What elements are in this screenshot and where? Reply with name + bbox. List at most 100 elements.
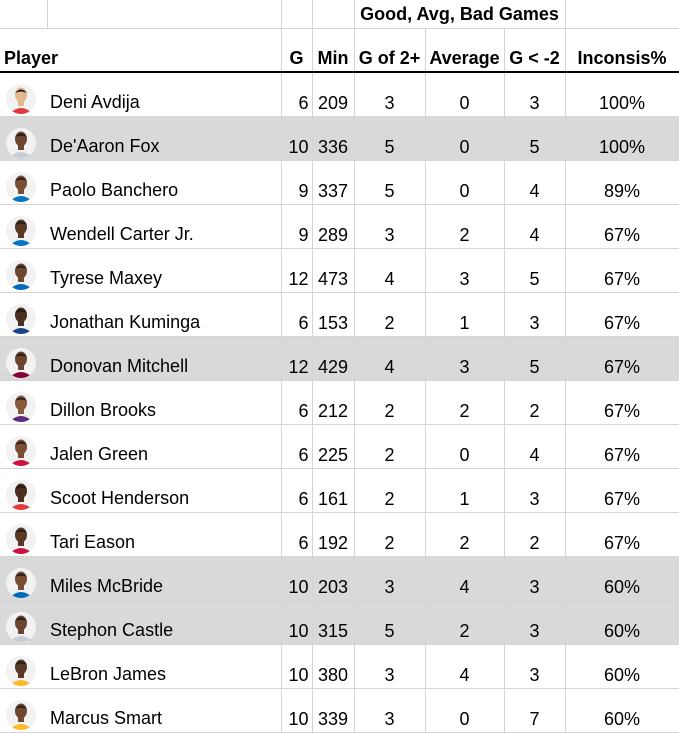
- average-games-cell: 2: [425, 204, 505, 249]
- player-headshot-icon: [6, 304, 36, 334]
- player-headshot-icon: [6, 436, 36, 466]
- inconsistency-pct-cell: 60%: [565, 644, 679, 689]
- bad-games-cell: 4: [504, 160, 566, 205]
- bad-games-cell: 5: [504, 336, 566, 381]
- player-cell: Paolo Banchero: [0, 160, 282, 205]
- bad-games-cell: 5: [504, 116, 566, 161]
- table-row: Wendell Carter Jr. 9 289 3 2 4 67%: [0, 204, 679, 249]
- inconsistency-pct-cell: 67%: [565, 204, 679, 249]
- minutes-cell: 289: [312, 204, 355, 249]
- average-games-cell: 3: [425, 248, 505, 293]
- inconsistency-pct-cell: 67%: [565, 468, 679, 513]
- player-headshot-icon: [6, 216, 36, 246]
- bad-games-cell: 3: [504, 600, 566, 645]
- good-games-cell: 2: [354, 380, 426, 425]
- table-row: Donovan Mitchell 12 429 4 3 5 67%: [0, 336, 679, 381]
- player-headshot-icon: [6, 656, 36, 686]
- player-headshot-icon: [6, 260, 36, 290]
- player-headshot-icon: [6, 348, 36, 378]
- games-played-cell: 6: [281, 468, 313, 513]
- player-name: Wendell Carter Jr.: [50, 224, 194, 244]
- table-row: Scoot Henderson 6 161 2 1 3 67%: [0, 468, 679, 513]
- player-cell: Tari Eason: [0, 512, 282, 557]
- player-headshot-icon: [6, 84, 36, 114]
- minutes-cell: 339: [312, 688, 355, 733]
- col-header-min: Min: [312, 28, 355, 73]
- inconsistency-pct-cell: 67%: [565, 512, 679, 557]
- games-played-cell: 9: [281, 204, 313, 249]
- minutes-cell: 212: [312, 380, 355, 425]
- col-header-inconsis: Inconsis%: [565, 28, 679, 73]
- player-headshot-icon: [6, 612, 36, 642]
- games-played-cell: 10: [281, 600, 313, 645]
- bad-games-cell: 3: [504, 292, 566, 337]
- col-header-g: G: [281, 28, 313, 73]
- table-row: Jonathan Kuminga 6 153 2 1 3 67%: [0, 292, 679, 337]
- table-row: Marcus Smart 10 339 3 0 7 60%: [0, 688, 679, 733]
- group-header-row: Good, Avg, Bad Games: [0, 0, 679, 29]
- minutes-cell: 161: [312, 468, 355, 513]
- player-name: Stephon Castle: [50, 620, 174, 640]
- average-games-cell: 4: [425, 556, 505, 601]
- player-headshot-icon: [6, 700, 36, 730]
- games-played-cell: 6: [281, 380, 313, 425]
- player-name: Tari Eason: [50, 532, 136, 552]
- table-row: De'Aaron Fox 10 336 5 0 5 100%: [0, 116, 679, 161]
- average-games-cell: 0: [425, 688, 505, 733]
- player-cell: Jonathan Kuminga: [0, 292, 282, 337]
- bad-games-cell: 2: [504, 512, 566, 557]
- minutes-cell: 336: [312, 116, 355, 161]
- games-played-cell: 6: [281, 292, 313, 337]
- table-row: Dillon Brooks 6 212 2 2 2 67%: [0, 380, 679, 425]
- col-header-player: Player: [0, 28, 282, 73]
- player-headshot-icon: [6, 392, 36, 422]
- games-played-cell: 6: [281, 72, 313, 117]
- good-games-cell: 4: [354, 248, 426, 293]
- player-name: Deni Avdija: [50, 92, 140, 112]
- bad-games-cell: 5: [504, 248, 566, 293]
- player-cell: Dillon Brooks: [0, 380, 282, 425]
- average-games-cell: 3: [425, 336, 505, 381]
- good-games-cell: 3: [354, 556, 426, 601]
- player-name: Jonathan Kuminga: [50, 312, 201, 332]
- inconsistency-pct-cell: 89%: [565, 160, 679, 205]
- player-name: Dillon Brooks: [50, 400, 157, 420]
- player-cell: Tyrese Maxey: [0, 248, 282, 293]
- average-games-cell: 0: [425, 160, 505, 205]
- games-played-cell: 12: [281, 248, 313, 293]
- minutes-cell: 315: [312, 600, 355, 645]
- bad-games-cell: 4: [504, 424, 566, 469]
- bad-games-cell: 3: [504, 556, 566, 601]
- player-name: Paolo Banchero: [50, 180, 179, 200]
- average-games-cell: 0: [425, 116, 505, 161]
- minutes-cell: 192: [312, 512, 355, 557]
- table-row: Jalen Green 6 225 2 0 4 67%: [0, 424, 679, 469]
- player-name: De'Aaron Fox: [50, 136, 160, 156]
- games-played-cell: 10: [281, 556, 313, 601]
- minutes-cell: 203: [312, 556, 355, 601]
- table-row: Deni Avdija 6 209 3 0 3 100%: [0, 72, 679, 117]
- good-games-cell: 5: [354, 600, 426, 645]
- player-cell: Deni Avdija: [0, 72, 282, 117]
- player-cell: Scoot Henderson: [0, 468, 282, 513]
- col-header-bad: G < -2: [504, 28, 566, 73]
- player-headshot-icon: [6, 524, 36, 554]
- bad-games-cell: 3: [504, 468, 566, 513]
- player-cell: Miles McBride: [0, 556, 282, 601]
- player-name: Donovan Mitchell: [50, 356, 189, 376]
- inconsistency-pct-cell: 60%: [565, 600, 679, 645]
- good-games-cell: 2: [354, 292, 426, 337]
- inconsistency-pct-cell: 60%: [565, 556, 679, 601]
- minutes-cell: 337: [312, 160, 355, 205]
- minutes-cell: 429: [312, 336, 355, 381]
- bad-games-cell: 3: [504, 644, 566, 689]
- col-header-good: G of 2+: [354, 28, 426, 73]
- table-row: LeBron James 10 380 3 4 3 60%: [0, 644, 679, 689]
- average-games-cell: 2: [425, 512, 505, 557]
- player-headshot-icon: [6, 128, 36, 158]
- average-games-cell: 0: [425, 424, 505, 469]
- average-games-cell: 0: [425, 72, 505, 117]
- games-played-cell: 6: [281, 512, 313, 557]
- table-row: Stephon Castle 10 315 5 2 3 60%: [0, 600, 679, 645]
